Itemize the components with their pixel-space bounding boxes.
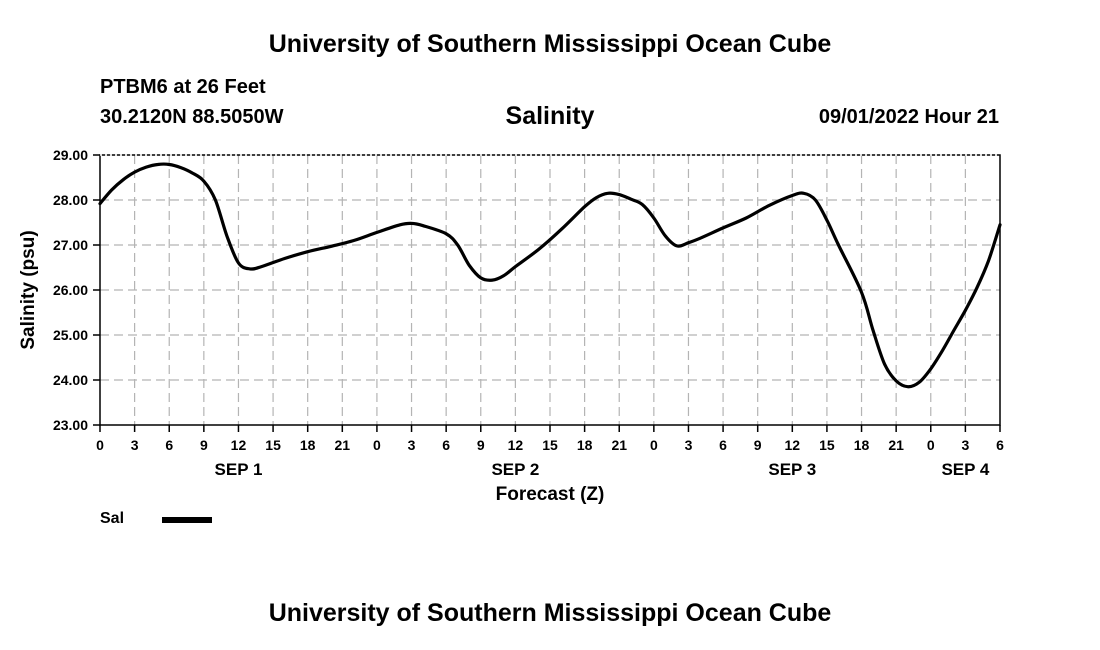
legend-label: Sal (100, 510, 125, 527)
chart-title-top: University of Southern Mississippi Ocean… (268, 30, 832, 58)
x-tick-label: 0 (650, 437, 658, 453)
x-tick-label: 3 (408, 437, 416, 453)
day-label: SEP 3 (768, 460, 816, 479)
x-tick-label: 18 (577, 437, 593, 453)
x-tick-label: 12 (231, 437, 247, 453)
y-tick-label: 28.00 (53, 192, 88, 208)
x-tick-label: 0 (927, 437, 935, 453)
salinity-series-line (98, 162, 1002, 389)
chart-title-bottom: University of Southern Mississippi Ocean… (268, 599, 832, 627)
y-tick-label: 25.00 (53, 327, 88, 343)
x-tick-label: 12 (508, 437, 524, 453)
y-axis-title: Salinity (psu) (18, 230, 39, 349)
x-tick-label: 6 (165, 437, 173, 453)
x-axis-title: Forecast (Z) (496, 484, 605, 505)
forecast-datetime: 09/01/2022 Hour 21 (818, 106, 999, 128)
x-tick-label: 21 (611, 437, 627, 453)
x-tick-label: 3 (685, 437, 693, 453)
x-tick-label: 15 (542, 437, 558, 453)
x-tick-label: 9 (754, 437, 762, 453)
station-coordinates: 30.2120N 88.5050W (100, 106, 284, 128)
x-tick-label: 15 (819, 437, 835, 453)
x-tick-label: 6 (442, 437, 450, 453)
x-tick-label: 18 (854, 437, 870, 453)
x-tick-label: 0 (96, 437, 104, 453)
x-tick-label: 12 (785, 437, 801, 453)
x-tick-label: 6 (996, 437, 1004, 453)
day-label: SEP 2 (491, 460, 539, 479)
x-tick-label: 15 (265, 437, 281, 453)
y-tick-label: 26.00 (53, 282, 88, 298)
y-tick-label: 24.00 (53, 372, 88, 388)
x-tick-label: 9 (200, 437, 208, 453)
variable-title: Salinity (505, 102, 595, 130)
x-tick-label: 18 (300, 437, 316, 453)
x-tick-label: 21 (888, 437, 904, 453)
grid (100, 155, 1000, 425)
x-tick-label: 6 (719, 437, 727, 453)
x-tick-label: 0 (373, 437, 381, 453)
y-tick-label: 23.00 (53, 417, 88, 433)
x-tick-label: 21 (335, 437, 351, 453)
x-tick-label: 3 (131, 437, 139, 453)
y-tick-label: 27.00 (53, 237, 88, 253)
station-label: PTBM6 at 26 Feet (100, 76, 266, 98)
axes: 23.00 24.00 25.00 26.00 27.00 28.00 29.00 0 3 6 9 1… (53, 147, 1004, 479)
legend-line-swatch (162, 517, 212, 523)
y-tick-label: 29.00 (53, 147, 88, 163)
day-label: SEP 1 (215, 460, 263, 479)
x-tick-label: 9 (477, 437, 485, 453)
x-tick-label: 3 (961, 437, 969, 453)
day-label: SEP 4 (941, 460, 989, 479)
